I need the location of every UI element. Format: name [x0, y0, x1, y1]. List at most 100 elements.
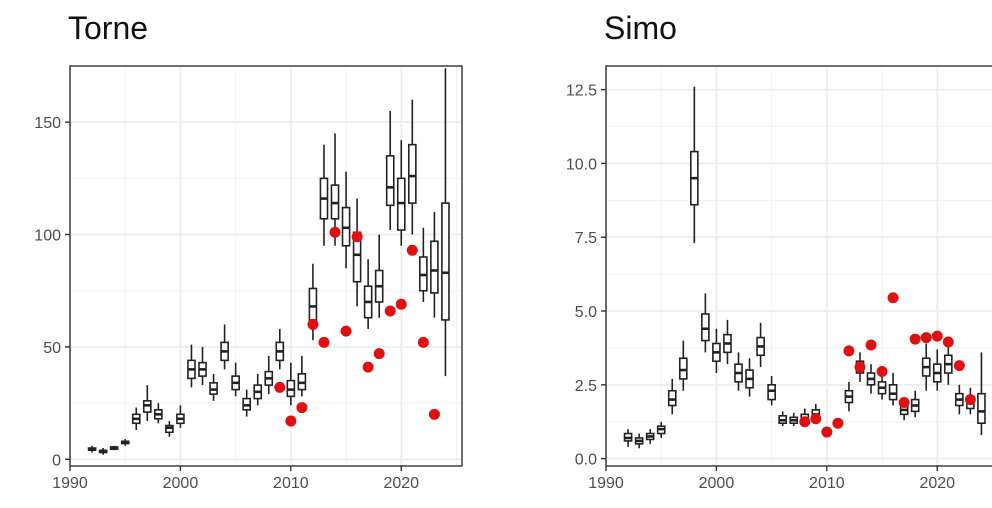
simo-xtick-label-0: 1990: [588, 475, 624, 492]
torne-box-2019: [385, 110, 395, 231]
torne-box-body: [441, 202, 450, 321]
torne-point-2010: [285, 415, 297, 427]
simo-point-2021: [942, 336, 954, 348]
simo-box-2018: [910, 390, 920, 418]
simo-box-body: [701, 313, 710, 342]
torne-box-1995: [120, 439, 130, 446]
simo-point-2018: [909, 333, 921, 345]
simo-box-body: [977, 392, 986, 424]
torne-box-2004: [220, 324, 229, 370]
torne-box-1993: [98, 448, 108, 455]
simo-box-1994: [645, 429, 655, 444]
simo-box-2003: [745, 358, 754, 397]
simo-box-1995: [656, 421, 666, 438]
simo-xtick-label-2: 2010: [809, 475, 845, 492]
torne-point-2019: [384, 305, 396, 317]
simo-point-2023: [964, 394, 976, 406]
torne-ytick-label-1: 50: [43, 340, 61, 357]
simo-box-2006: [778, 411, 788, 427]
torne-box-body: [430, 240, 439, 294]
torne-box-2017: [363, 259, 373, 329]
simo-box-1999: [701, 293, 710, 353]
simo-xtick-label-3: 2020: [919, 475, 955, 492]
simo-point-2012: [843, 345, 855, 357]
torne-ytick-label-0: 0: [52, 452, 61, 469]
torne-box-2011: [297, 355, 307, 397]
simo-point-2020: [931, 330, 943, 342]
simo-box-2019: [921, 343, 931, 391]
simo-point-2015: [876, 366, 888, 378]
torne-box-2024: [441, 68, 450, 377]
torne-box-2008: [264, 355, 274, 395]
simo-xtick-label-1: 2000: [699, 475, 735, 492]
torne-box-1994: [109, 445, 119, 451]
torne-box-2014: [330, 133, 340, 246]
torne-box-2020: [396, 140, 406, 246]
torne-box-2009: [275, 328, 285, 370]
torne-point-2011: [296, 402, 308, 414]
torne-box-body: [308, 287, 318, 321]
torne-point-2017: [362, 361, 374, 373]
torne-point-2022: [417, 336, 429, 348]
torne-xtick-label-0: 1990: [52, 475, 88, 492]
simo-point-2022: [953, 360, 965, 372]
simo-box-2024: [977, 352, 986, 436]
torne-point-2021: [406, 244, 418, 256]
torne-box-2006: [242, 389, 252, 417]
torne-box-2003: [209, 373, 218, 401]
torne-ytick-label-3: 150: [34, 115, 61, 132]
simo-ytick-label-0: 0.0: [575, 452, 597, 469]
simo-box-2000: [712, 328, 721, 374]
simo-point-2019: [920, 332, 932, 344]
torne-ytick-label-2: 100: [34, 228, 61, 245]
simo-box-1996: [667, 378, 677, 415]
torne-point-2020: [395, 298, 407, 310]
torne-box-1992: [87, 445, 97, 453]
torne-box-1999: [165, 421, 174, 437]
panel-title-torne: Torne: [68, 10, 149, 46]
simo-point-2009: [810, 413, 822, 425]
torne-point-2023: [428, 408, 440, 420]
torne-xtick-label-1: 2000: [163, 475, 199, 492]
torne-box-2015: [341, 171, 351, 269]
simo-box-2022: [955, 384, 964, 415]
simo-box-2016: [888, 373, 898, 406]
simo-ytick-label-4: 10.0: [566, 156, 597, 173]
torne-point-2014: [329, 226, 341, 238]
simo-point-2016: [887, 292, 899, 304]
torne-box-2023: [430, 212, 439, 318]
simo-box-1997: [678, 340, 688, 391]
torne-box-2018: [374, 234, 384, 318]
torne-xtick-label-3: 2020: [383, 475, 419, 492]
simo-box-body: [888, 384, 898, 401]
torne-box-1997: [142, 385, 152, 422]
torne-point-2018: [373, 348, 385, 360]
simo-box-2004: [756, 322, 765, 368]
torne-box-2022: [419, 227, 428, 302]
simo-box-2005: [767, 375, 776, 406]
simo-point-2013: [854, 361, 866, 373]
torne-box-body: [407, 143, 417, 204]
simo-point-2014: [865, 339, 877, 351]
torne-xtick-label-2: 2010: [273, 475, 309, 492]
simo-ytick-label-3: 7.5: [575, 230, 597, 247]
simo-ytick-label-5: 12.5: [566, 83, 597, 100]
simo-point-2011: [832, 417, 844, 429]
torne-box-body: [385, 155, 395, 207]
simo-box-2014: [866, 364, 876, 394]
simo-box-2012: [844, 381, 854, 412]
simo-point-2008: [799, 416, 811, 428]
simo-ytick-label-2: 5.0: [575, 304, 597, 321]
simo-panel-border: [605, 65, 992, 467]
simo-box-body: [767, 384, 776, 401]
torne-box-2005: [231, 362, 240, 397]
torne-box-1996: [131, 407, 141, 431]
torne-box-2002: [198, 346, 207, 386]
simo-box-2007: [789, 412, 799, 427]
torne-point-2009: [274, 381, 286, 393]
simo-ytick-label-1: 2.5: [575, 378, 597, 395]
simo-box-2020: [932, 349, 942, 391]
torne-box-2007: [253, 373, 263, 406]
torne-point-2013: [318, 336, 330, 348]
